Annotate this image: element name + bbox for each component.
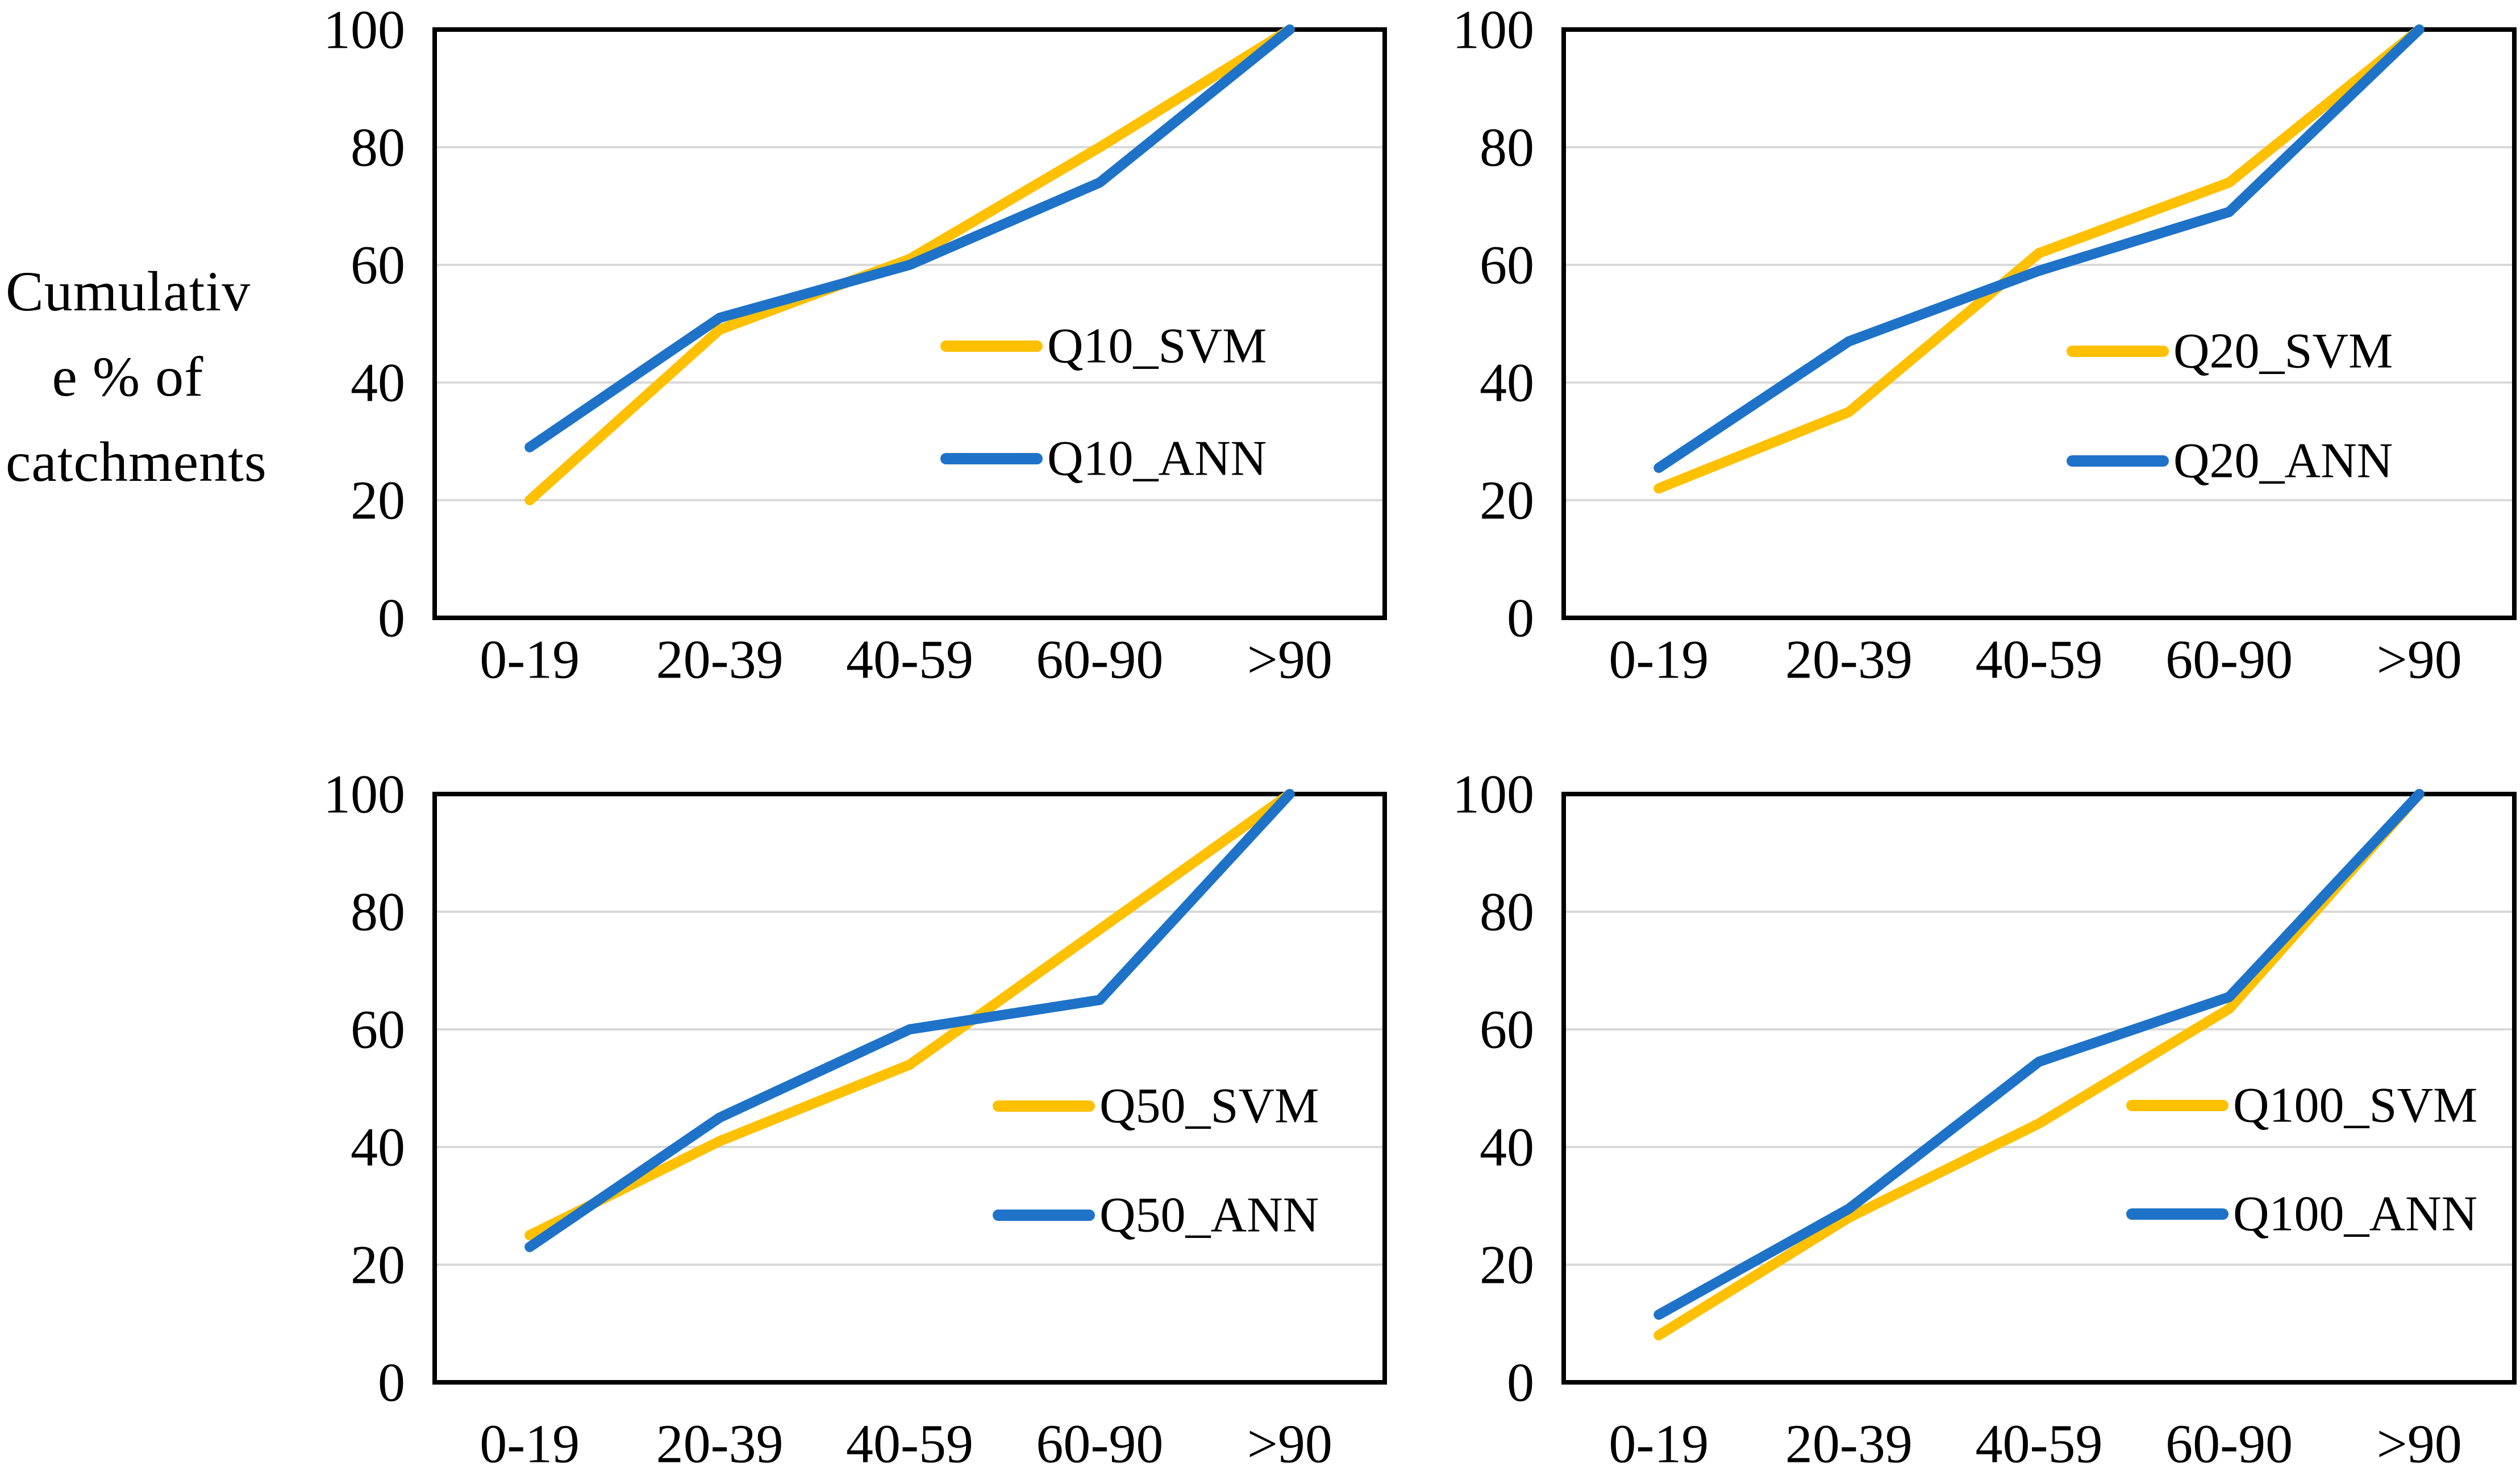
y-tick-label-20: 20 bbox=[1480, 1235, 1534, 1295]
y-tick-label-80: 80 bbox=[351, 882, 405, 942]
legend-label-q100_svm: Q100_SVM bbox=[2233, 1078, 2477, 1133]
x-tick-label-40-59: 40-59 bbox=[846, 629, 973, 690]
series-line-q100_ann bbox=[1653, 789, 2425, 1320]
y-tick-label-80: 80 bbox=[1480, 882, 1534, 942]
y-tick-label-60: 60 bbox=[1480, 235, 1534, 296]
chart-top-right-svg: 0 20 40 60 80 100 0-19 20-39 40-59 60-90 >90 Q20_SV… bbox=[1452, 0, 2517, 690]
x-tick-label->90: >90 bbox=[1247, 629, 1332, 690]
y-tick-label-100: 100 bbox=[1452, 0, 1534, 60]
series-line-q20_ann bbox=[1653, 24, 2425, 473]
x-tick-label-20-39: 20-39 bbox=[656, 629, 784, 690]
legend-label-q10_svm: Q10_SVM bbox=[1047, 319, 1267, 374]
y-tick-label-20: 20 bbox=[351, 470, 405, 531]
y-tick-label-100: 100 bbox=[323, 0, 405, 60]
x-tick-label->90: >90 bbox=[2377, 629, 2462, 690]
x-tick-label-0-19: 0-19 bbox=[480, 1414, 580, 1467]
series-line-q10_svm bbox=[524, 24, 1295, 505]
chart-bottom-left-svg: 0 20 40 60 80 100 0-19 20-39 40-59 60-90 >90 Q50_SV… bbox=[323, 764, 1387, 1467]
y-axis-label-line-3: catchments bbox=[6, 430, 267, 493]
y-tick-label-40: 40 bbox=[1480, 352, 1534, 413]
x-tick-label-40-59: 40-59 bbox=[1976, 1414, 2103, 1467]
y-tick-label-100: 100 bbox=[1452, 764, 1534, 825]
y-tick-label-80: 80 bbox=[1480, 117, 1534, 178]
y-tick-label-40: 40 bbox=[1480, 1117, 1534, 1178]
x-tick-label-0-19: 0-19 bbox=[480, 629, 580, 690]
series-line-q50_svm bbox=[524, 789, 1295, 1241]
x-tick-label-60-90: 60-90 bbox=[2165, 629, 2293, 690]
x-tick-label-20-39: 20-39 bbox=[1785, 629, 1913, 690]
x-tick-label-20-39: 20-39 bbox=[1785, 1414, 1913, 1467]
plot-border bbox=[1561, 792, 2517, 1385]
legend-label-q100_ann: Q100_ANN bbox=[2233, 1187, 2477, 1242]
chart-bottom-right-svg: 0 20 40 60 80 100 0-19 20-39 40-59 60-90 >90 Q100_S… bbox=[1452, 764, 2517, 1467]
plot-border bbox=[432, 27, 1387, 620]
y-tick-label-0: 0 bbox=[1507, 588, 1534, 649]
legend-label-q20_ann: Q20_ANN bbox=[2173, 434, 2393, 489]
chart-panel-bottom-right: 0 20 40 60 80 100 0-19 20-39 40-59 60-90 >90 Q100_S… bbox=[1432, 757, 2520, 1467]
x-tick-label-60-90: 60-90 bbox=[2165, 1414, 2293, 1467]
x-tick-label-40-59: 40-59 bbox=[846, 1414, 973, 1467]
plot-border bbox=[432, 792, 1387, 1385]
y-axis-label: Cumulativ e % of catchments bbox=[6, 249, 267, 505]
y-tick-label-0: 0 bbox=[378, 588, 405, 649]
legend-label-q20_svm: Q20_SVM bbox=[2173, 324, 2393, 379]
x-tick-label-40-59: 40-59 bbox=[1976, 629, 2103, 690]
chart-panel-top-left: 0 20 40 60 80 100 0-19 20-39 40-59 60-90 >90 Q10_SV… bbox=[307, 0, 1421, 757]
x-tick-label-0-19: 0-19 bbox=[1609, 629, 1709, 690]
series-line-q100_svm bbox=[1653, 789, 2425, 1341]
y-tick-label-40: 40 bbox=[351, 1117, 405, 1178]
y-tick-label-20: 20 bbox=[1480, 470, 1534, 531]
plot-border bbox=[1561, 27, 2517, 620]
series-line-q10_ann bbox=[524, 24, 1295, 452]
y-tick-label-60: 60 bbox=[351, 999, 405, 1060]
x-tick-label->90: >90 bbox=[2377, 1414, 2462, 1467]
y-tick-label-0: 0 bbox=[1507, 1352, 1534, 1413]
x-tick-label-20-39: 20-39 bbox=[656, 1414, 784, 1467]
y-axis-label-line-2: e % of bbox=[52, 345, 204, 408]
series-line-q20_svm bbox=[1653, 24, 2425, 494]
y-tick-label-40: 40 bbox=[351, 352, 405, 413]
chart-top-left-svg: 0 20 40 60 80 100 0-19 20-39 40-59 60-90 >90 Q10_SV… bbox=[323, 0, 1387, 690]
y-axis-label-line-1: Cumulativ bbox=[6, 260, 251, 323]
y-tick-label-60: 60 bbox=[1480, 999, 1534, 1060]
legend-label-q10_ann: Q10_ANN bbox=[1047, 431, 1267, 487]
x-tick-label-60-90: 60-90 bbox=[1036, 1414, 1163, 1467]
y-tick-label-80: 80 bbox=[351, 117, 405, 178]
x-tick-label-60-90: 60-90 bbox=[1036, 629, 1163, 690]
y-tick-label-100: 100 bbox=[323, 764, 405, 825]
legend-label-q50_ann: Q50_ANN bbox=[1099, 1188, 1319, 1243]
series-line-q50_ann bbox=[524, 789, 1295, 1252]
chart-panel-bottom-left: 0 20 40 60 80 100 0-19 20-39 40-59 60-90 >90 Q50_SV… bbox=[307, 757, 1421, 1467]
x-tick-label->90: >90 bbox=[1247, 1414, 1332, 1467]
y-tick-label-0: 0 bbox=[378, 1352, 405, 1413]
y-tick-label-60: 60 bbox=[351, 235, 405, 296]
y-tick-label-20: 20 bbox=[351, 1235, 405, 1295]
legend-label-q50_svm: Q50_SVM bbox=[1099, 1079, 1319, 1134]
x-tick-label-0-19: 0-19 bbox=[1609, 1414, 1709, 1467]
chart-panel-top-right: 0 20 40 60 80 100 0-19 20-39 40-59 60-90 >90 Q20_SV… bbox=[1432, 0, 2520, 757]
